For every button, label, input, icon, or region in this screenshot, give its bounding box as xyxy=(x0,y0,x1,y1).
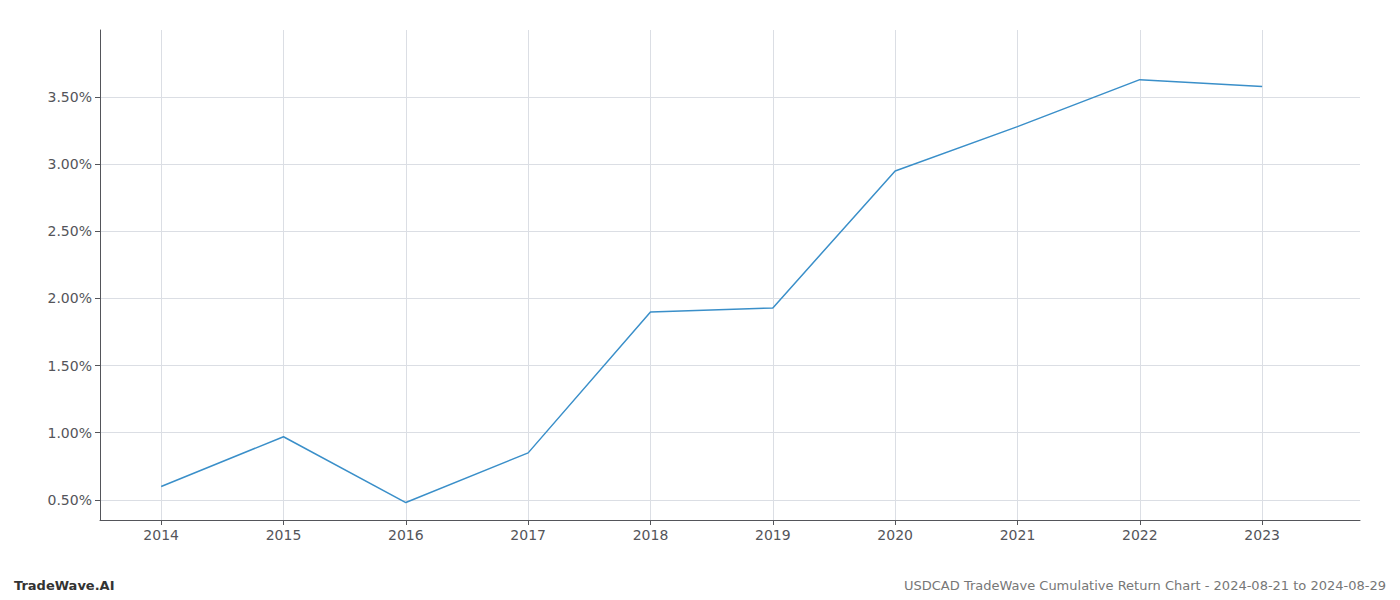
svg-text:0.50%: 0.50% xyxy=(48,492,92,508)
svg-text:2022: 2022 xyxy=(1122,527,1158,543)
svg-text:3.50%: 3.50% xyxy=(48,89,92,105)
svg-text:2021: 2021 xyxy=(1000,527,1036,543)
svg-text:USDCAD TradeWave Cumulative Re: USDCAD TradeWave Cumulative Return Chart… xyxy=(904,578,1386,593)
svg-text:2014: 2014 xyxy=(143,527,179,543)
svg-text:2.00%: 2.00% xyxy=(48,290,92,306)
svg-text:TradeWave.AI: TradeWave.AI xyxy=(14,578,115,593)
svg-text:2017: 2017 xyxy=(510,527,546,543)
svg-text:1.00%: 1.00% xyxy=(48,425,92,441)
svg-text:2015: 2015 xyxy=(266,527,302,543)
svg-text:3.00%: 3.00% xyxy=(48,156,92,172)
svg-text:2.50%: 2.50% xyxy=(48,223,92,239)
svg-text:1.50%: 1.50% xyxy=(48,358,92,374)
svg-text:2018: 2018 xyxy=(633,527,669,543)
svg-text:2020: 2020 xyxy=(877,527,913,543)
svg-text:2019: 2019 xyxy=(755,527,791,543)
svg-text:2016: 2016 xyxy=(388,527,424,543)
svg-text:2023: 2023 xyxy=(1244,527,1280,543)
